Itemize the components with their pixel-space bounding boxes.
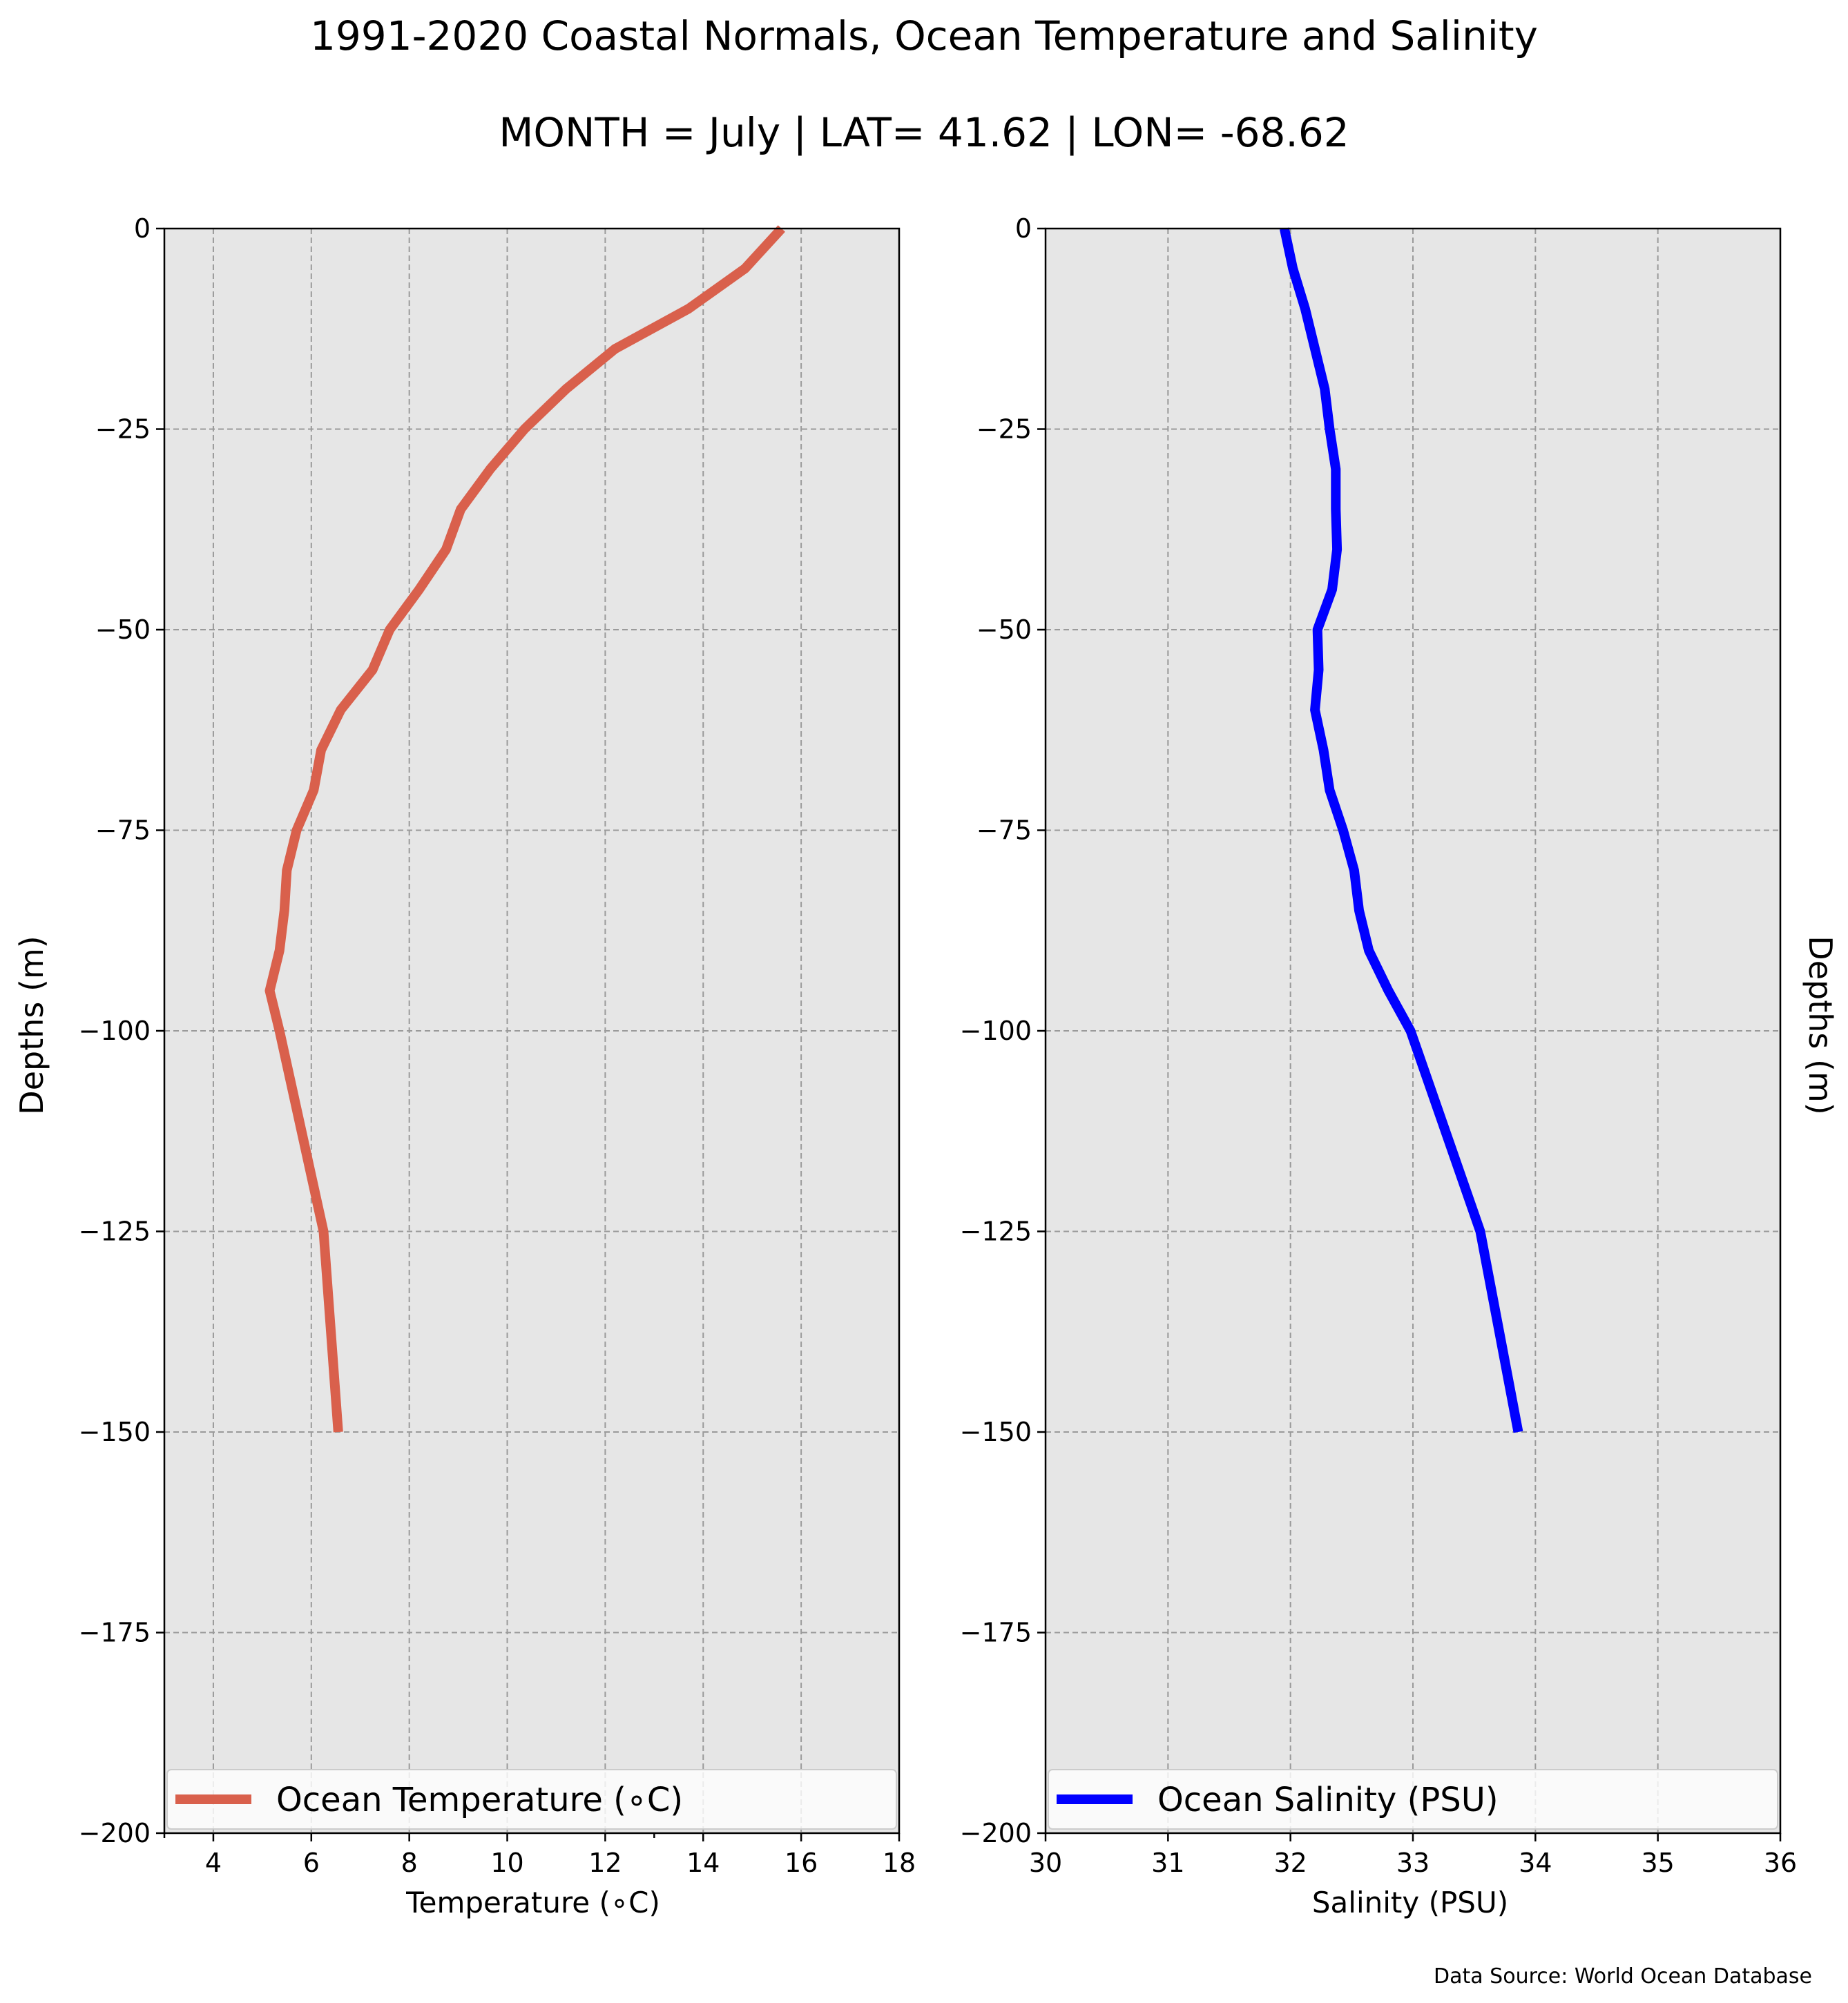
x-tick-label: 16 [785,1848,818,1878]
y-tick-label: −100 [960,1016,1032,1046]
x-tick-label: 10 [490,1848,523,1878]
chart-title: 1991-2020 Coastal Normals, Ocean Tempera… [310,12,1538,59]
y-tick-label: −50 [976,615,1032,645]
x-tick-label: 33 [1396,1848,1430,1878]
x-tick-label: 35 [1641,1848,1674,1878]
y-tick-label: −25 [976,414,1032,445]
x-tick-label: 31 [1151,1848,1184,1878]
temperature-panel: 0 −25 −50 −75 −100 −125 −150 −175 −200 4 6 8 10 12 14 1… [79,213,916,1878]
y-tick-label: −200 [960,1818,1032,1848]
y-tick-label: −150 [960,1417,1032,1447]
y-tick-label: −125 [960,1217,1032,1247]
data-source-note: Data Source: World Ocean Database [1434,1964,1812,1989]
y-tick-label: 0 [1015,213,1032,244]
x-tick-label: 14 [686,1848,720,1878]
x-tick-label: 30 [1029,1848,1062,1878]
legend: Ocean Salinity (PSU) [1048,1769,1778,1830]
y-tick-label: −150 [79,1417,151,1447]
x-tick-label: 34 [1519,1848,1552,1878]
right-x-axis-label: Salinity (PSU) [1312,1886,1508,1919]
y-tick-label: −100 [79,1016,151,1046]
x-tick-label: 6 [303,1848,320,1878]
left-y-axis-label: Depths (m) [13,936,50,1114]
y-tick-label: 0 [134,213,151,244]
x-tick-label: 36 [1764,1848,1797,1878]
right-y-axis-label: Depths (m) [1802,936,1839,1114]
legend-label: Ocean Temperature (∘C) [276,1781,683,1819]
y-tick-label: −75 [95,815,151,846]
x-tick-label: 4 [205,1848,222,1878]
legend-box [1048,1769,1778,1830]
legend-label: Ocean Salinity (PSU) [1157,1781,1499,1819]
y-tick-label: −200 [79,1818,151,1848]
y-tick-label: −75 [976,815,1032,846]
x-tick-label: 8 [401,1848,418,1878]
chart-subtitle: MONTH = July | LAT= 41.62 | LON= -68.62 [499,109,1349,156]
legend: Ocean Temperature (∘C) [166,1769,897,1830]
y-tick-label: −25 [95,414,151,445]
legend-box [166,1769,897,1830]
x-tick-label: 18 [883,1848,916,1878]
x-tick-label: 12 [588,1848,622,1878]
y-tick-label: −50 [95,615,151,645]
y-tick-label: −175 [960,1618,1032,1648]
y-tick-label: −175 [79,1618,151,1648]
left-x-axis-label: Temperature (∘C) [405,1886,660,1919]
y-tick-label: −125 [79,1217,151,1247]
x-tick-label: 32 [1273,1848,1307,1878]
